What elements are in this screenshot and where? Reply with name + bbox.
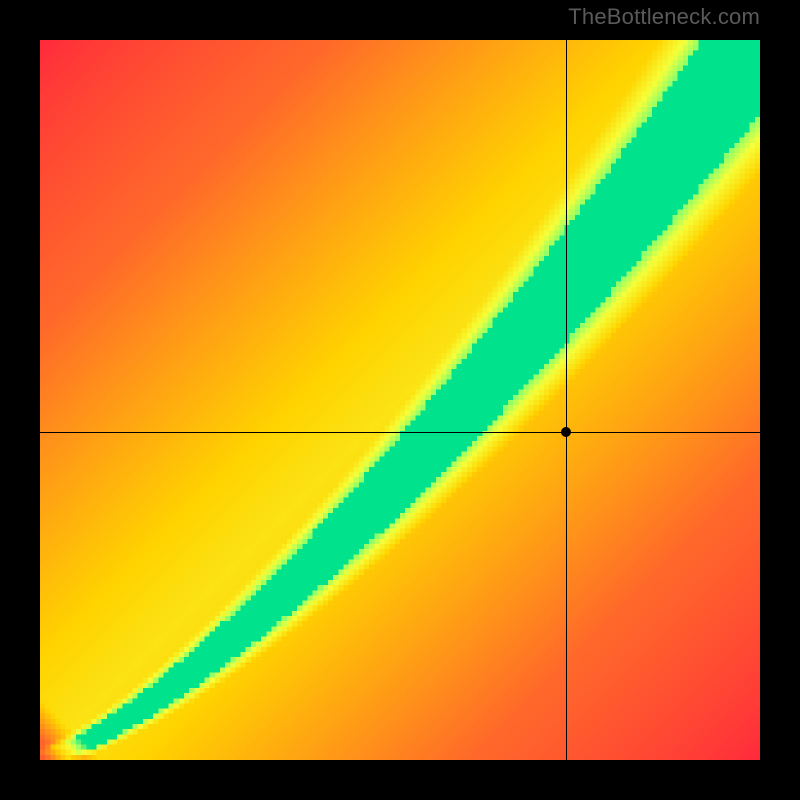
plot-area — [40, 40, 760, 760]
watermark-text: TheBottleneck.com — [568, 4, 760, 30]
crosshair-horizontal — [40, 432, 760, 433]
heatmap-canvas — [40, 40, 760, 760]
crosshair-marker — [561, 427, 571, 437]
crosshair-vertical — [566, 40, 567, 760]
